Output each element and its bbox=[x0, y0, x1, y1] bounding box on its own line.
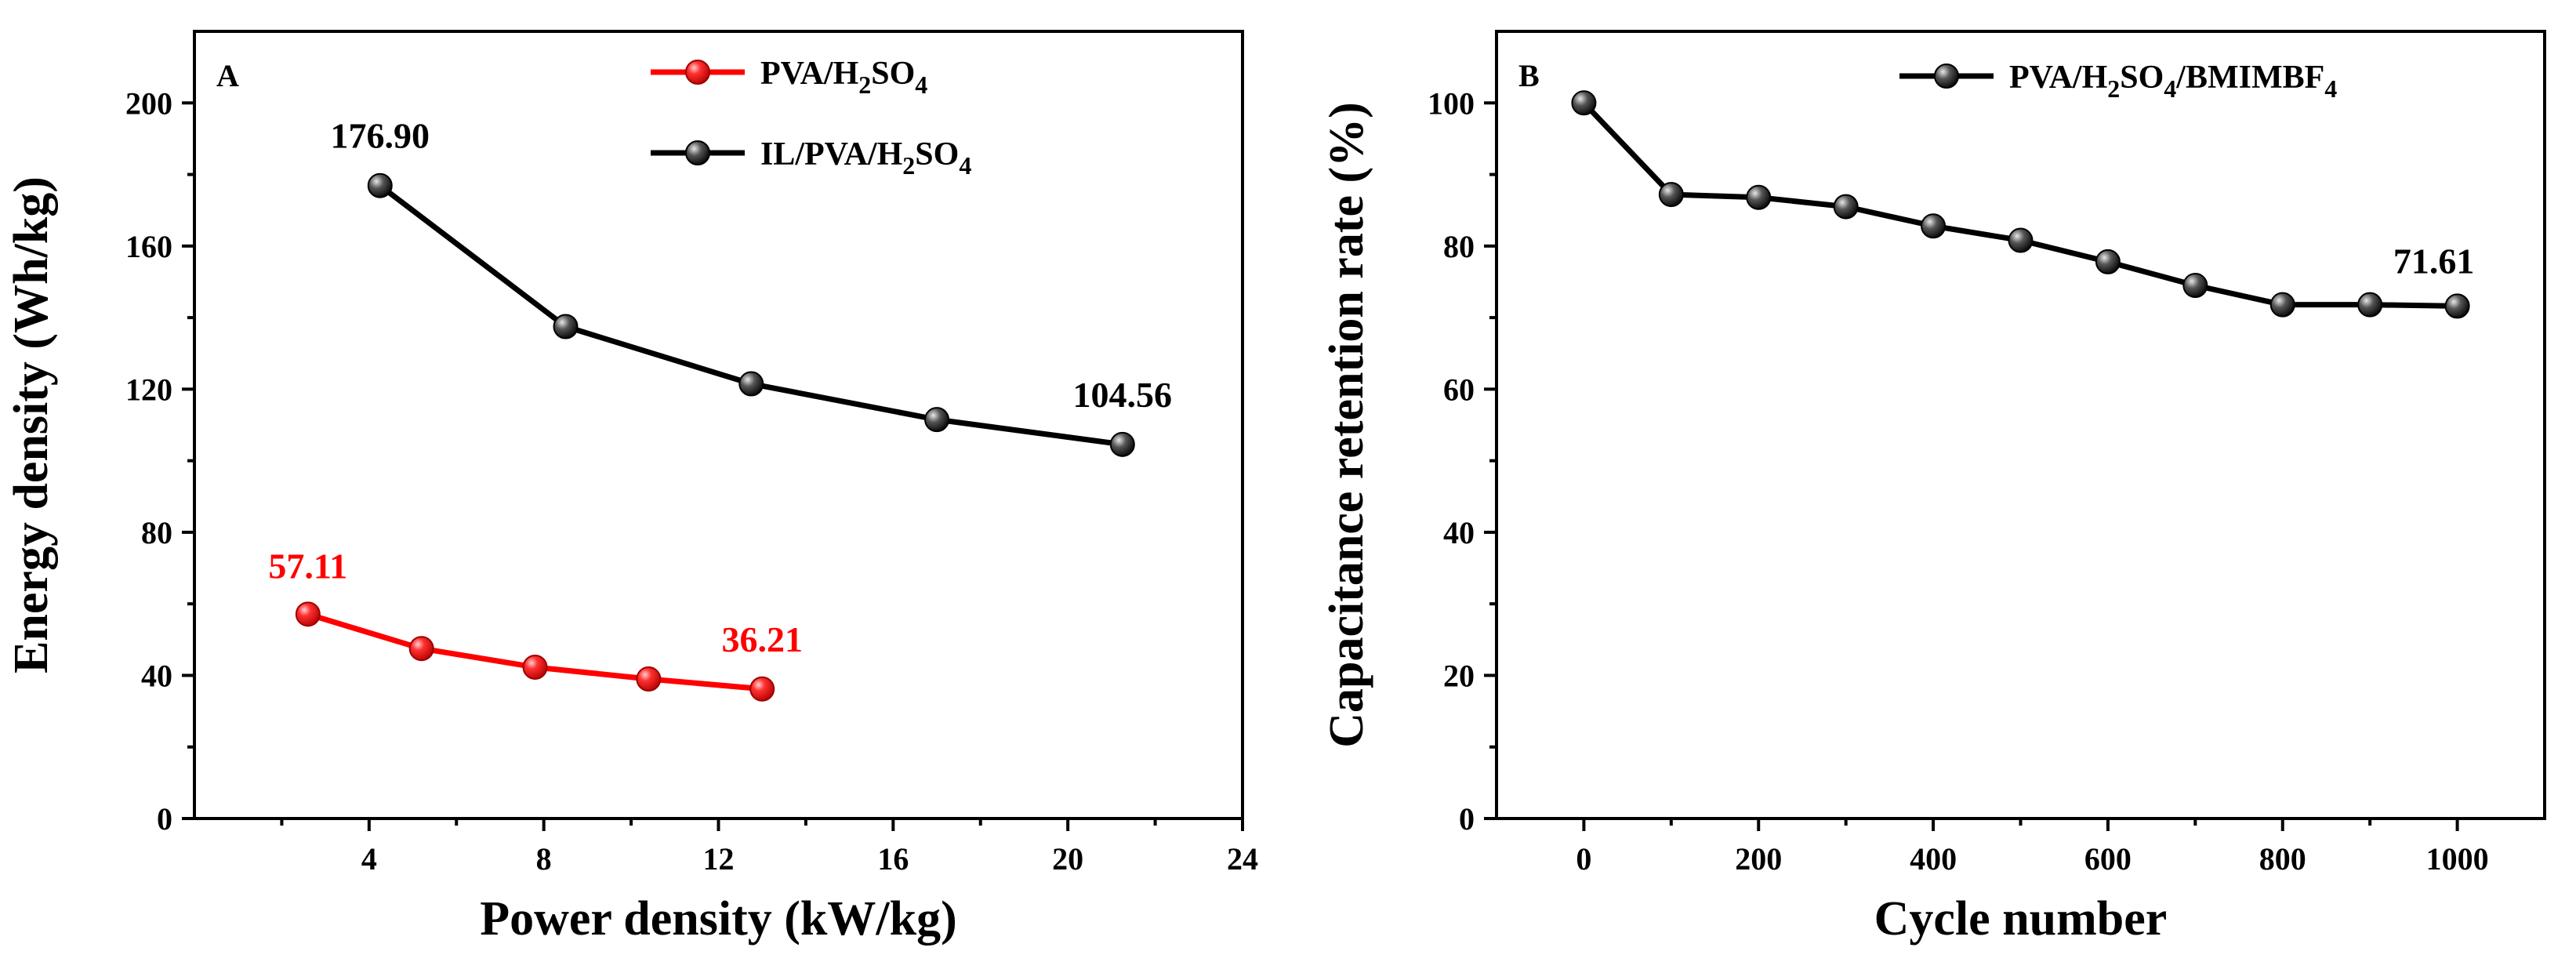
x-tick-label: 8 bbox=[536, 841, 552, 877]
y-tick-label: 20 bbox=[1443, 658, 1475, 693]
data-point bbox=[2095, 249, 2121, 274]
y-tick-label: 40 bbox=[141, 658, 172, 693]
data-point bbox=[2182, 273, 2208, 299]
data-label: 57.11 bbox=[268, 546, 347, 586]
data-point bbox=[749, 676, 775, 702]
y-tick-label: 100 bbox=[1428, 85, 1475, 121]
legend-subscript: 2 bbox=[902, 151, 915, 180]
legend-label: IL/PVA/H2SO4 bbox=[760, 136, 971, 180]
x-tick-label: 600 bbox=[2084, 841, 2132, 877]
y-tick-label: 80 bbox=[1443, 229, 1475, 264]
data-point bbox=[924, 407, 950, 433]
legend-text-part: SO bbox=[915, 136, 959, 172]
data-point bbox=[1109, 431, 1135, 457]
y-tick-label: 160 bbox=[125, 229, 172, 264]
x-tick-label: 800 bbox=[2259, 841, 2306, 877]
x-tick-label: 12 bbox=[703, 841, 735, 877]
x-tick-label: 20 bbox=[1052, 841, 1083, 877]
legend-subscript: 4 bbox=[2164, 74, 2176, 103]
data-point bbox=[1571, 90, 1597, 116]
legend-marker bbox=[685, 60, 710, 85]
data-point bbox=[408, 636, 434, 662]
x-tick-label: 4 bbox=[361, 841, 377, 877]
legend-text-part: PVA/H bbox=[760, 56, 858, 92]
legend-text-part: IL/PVA/H bbox=[760, 136, 902, 172]
legend-marker bbox=[685, 140, 710, 165]
data-label: 71.61 bbox=[2393, 241, 2475, 281]
legend-text-part: SO bbox=[871, 56, 915, 92]
x-axis-title: Cycle number bbox=[1874, 892, 2168, 946]
data-label: 176.90 bbox=[331, 116, 430, 156]
series-line bbox=[378, 183, 1123, 448]
y-tick-label: 40 bbox=[1443, 515, 1475, 550]
data-point bbox=[553, 314, 579, 339]
y-tick-label: 0 bbox=[1459, 801, 1475, 837]
data-point bbox=[738, 371, 764, 397]
x-axis-title: Power density (kW/kg) bbox=[480, 892, 957, 946]
legend-subscript: 2 bbox=[858, 71, 871, 99]
data-point bbox=[1833, 194, 1859, 220]
y-tick-label: 200 bbox=[125, 85, 172, 121]
chart-b: 0 200 400 600 800 1000 0 20 40 60 80 100 Cycle numbe… bbox=[1320, 30, 2546, 946]
series-line bbox=[1581, 100, 2458, 309]
data-point bbox=[1658, 182, 1684, 208]
data-point bbox=[2008, 227, 2034, 253]
x-tick-label: 200 bbox=[1735, 841, 1782, 877]
y-axis-title: Capacitance retention rate (%) bbox=[1320, 102, 1373, 748]
data-point bbox=[1921, 213, 1947, 239]
data-point bbox=[1746, 184, 1772, 210]
legend-subscript: 4 bbox=[2324, 74, 2337, 103]
legend-subscript: 4 bbox=[915, 71, 927, 99]
legend-text-part: /BMIMBF bbox=[2175, 60, 2324, 96]
x-tick-label: 1000 bbox=[2426, 841, 2489, 877]
y-tick-label: 80 bbox=[141, 515, 172, 550]
legend-text-part: PVA/H bbox=[2009, 60, 2107, 96]
x-tick-label: 24 bbox=[1227, 841, 1258, 877]
legend-label: PVA/H2SO4 bbox=[760, 56, 927, 99]
data-point bbox=[2444, 293, 2470, 319]
x-tick-label: 400 bbox=[1910, 841, 1957, 877]
data-point bbox=[636, 666, 662, 692]
legend-subscript: 2 bbox=[2107, 74, 2120, 103]
y-tick-label: 120 bbox=[125, 372, 172, 407]
data-point bbox=[2269, 292, 2295, 318]
legend-text-part: SO bbox=[2120, 60, 2164, 96]
legend-label: PVA/H2SO4/BMIMBF4 bbox=[2009, 60, 2337, 103]
panel-letter: A bbox=[216, 58, 239, 93]
legend-subscript: 4 bbox=[959, 151, 971, 180]
y-tick-label: 60 bbox=[1443, 372, 1475, 407]
plot-frame bbox=[1495, 30, 2546, 820]
data-point bbox=[367, 172, 393, 198]
data-point bbox=[2357, 292, 2383, 318]
y-tick-label: 0 bbox=[157, 801, 172, 837]
x-tick-label: 0 bbox=[1576, 841, 1591, 877]
data-point bbox=[522, 654, 548, 680]
panel-letter: B bbox=[1518, 58, 1540, 93]
x-tick-label: 16 bbox=[877, 841, 909, 877]
data-label: 104.56 bbox=[1073, 375, 1173, 415]
data-point bbox=[295, 601, 321, 627]
y-axis-title: Energy density (Wh/kg) bbox=[5, 176, 58, 673]
data-label: 36.21 bbox=[721, 619, 803, 659]
legend-marker bbox=[1934, 64, 1959, 89]
